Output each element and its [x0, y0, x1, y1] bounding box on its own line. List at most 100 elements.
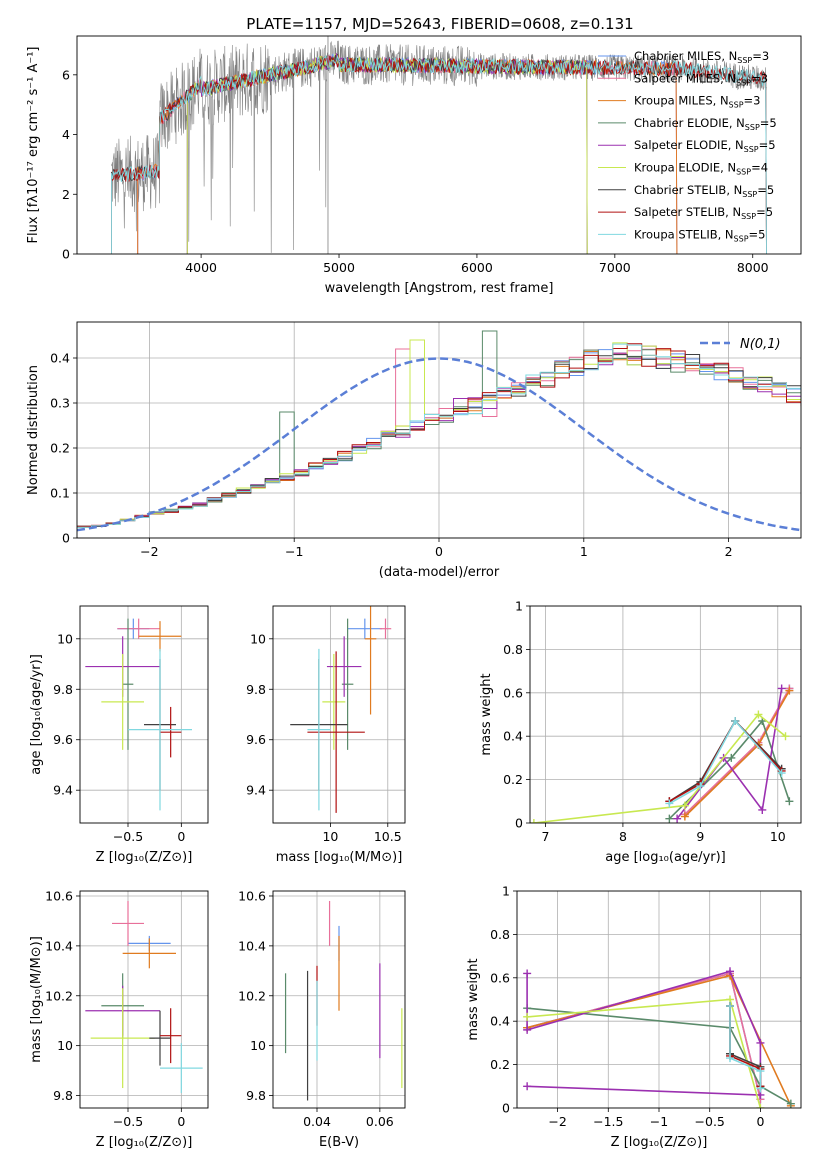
weight-marker: [727, 753, 736, 762]
y-tick-label: 0.2: [490, 1057, 510, 1072]
y-tick-label: 10.2: [45, 988, 73, 1003]
y-tick-label: 0.4: [490, 1014, 510, 1029]
plot-area-weight_vs_age: [530, 606, 801, 823]
plot-area-residuals: [77, 322, 801, 538]
weight-line: [533, 713, 787, 823]
spectrum-legend: Chabrier MILES, NSSP=3 Salpeter MILES, NS…: [598, 49, 777, 243]
axes-frame: [76, 35, 802, 255]
axes-mass_vs_EBV: 0.04 0.06 9.8 10 10.2 10.4 10.6 E(B-V): [238, 888, 406, 1150]
y-tick-label: 1: [502, 884, 510, 899]
weight-line: [526, 972, 762, 1100]
y-tick-label: 9.6: [53, 732, 73, 747]
weight-marker: [680, 801, 689, 810]
x-tick-label: 0: [435, 544, 443, 559]
weight-marker: [786, 1099, 795, 1108]
x-axis-label: (data-model)/error: [379, 565, 500, 580]
y-axis-label: mass weight: [479, 673, 494, 755]
x-tick-label: 6000: [461, 260, 493, 275]
x-tick-label: 0: [177, 1114, 185, 1129]
legend-entry: Salpeter MILES, NSSP=3: [634, 71, 768, 87]
x-tick-label: 7000: [599, 260, 631, 275]
axes-age_vs_Z: −0.5 0 9.4 9.6 9.8 10 Z [log₁₀(Z/Z⊙)] age [log₁…: [29, 605, 209, 865]
y-tick-label: 0.1: [50, 486, 70, 501]
x-tick-label: 8: [619, 829, 627, 844]
weight-marker: [680, 812, 689, 821]
histogram-step: [77, 348, 801, 528]
y-tick-label: 0: [62, 531, 70, 546]
y-tick-label: 0.6: [503, 685, 523, 700]
legend-subscript: SSP: [742, 190, 757, 199]
weight-marker: [785, 686, 794, 695]
y-tick-label: 10.6: [238, 888, 266, 903]
legend-entry: Chabrier MILES, NSSP=3: [634, 49, 769, 65]
normal-curve: [77, 357, 801, 532]
y-tick-label: 4: [62, 127, 70, 142]
y-tick-label: 2: [62, 187, 70, 202]
weight-marker: [754, 710, 763, 719]
weight-line: [669, 719, 783, 805]
legend-value: =5: [749, 227, 766, 241]
weight-marker: [758, 805, 767, 814]
axes-weight_vs_age: 7 8 9 10 0 0.2 0.4 0.6 0.8 1 age [log₁₀(age/yr)] ma…: [479, 599, 802, 865]
y-tick-label: 9.8: [53, 682, 73, 697]
x-axis-label: Z [log₁₀(Z/Z⊙)]: [96, 850, 193, 865]
legend-subscript: SSP: [737, 56, 752, 65]
y-tick-label: 10: [57, 631, 73, 646]
x-tick-label: 0: [177, 829, 185, 844]
plot-area-mass_vs_Z: [80, 891, 208, 1108]
axes-frame: [272, 890, 406, 1109]
x-tick-label: 9: [696, 829, 704, 844]
x-tick-label: 10.5: [374, 829, 402, 844]
histogram-step: [77, 349, 801, 527]
x-axis-label: Z [log₁₀(Z/Z⊙)]: [96, 1135, 193, 1150]
histogram-step: [77, 330, 801, 527]
weight-marker: [523, 969, 532, 978]
y-tick-label: 10: [57, 1038, 73, 1053]
y-tick-label: 9.8: [53, 1088, 73, 1103]
plot-area-age_vs_mass: [273, 606, 405, 823]
weight-marker: [777, 769, 786, 778]
histogram-step: [77, 343, 801, 527]
legend-subscript: SSP: [745, 123, 760, 132]
weight-marker: [781, 732, 790, 741]
x-tick-label: 4000: [185, 260, 217, 275]
weight-marker: [523, 1012, 532, 1021]
legend-value: =5: [756, 205, 773, 219]
axes-residuals: −2 −1 0 1 2 0 0.1 0.2 0.3 0.4 (data-model)/error No…: [26, 321, 802, 580]
legend-subscript: SSP: [736, 78, 751, 87]
x-tick-label: 7: [542, 829, 550, 844]
axes-spectrum: 4000 5000 6000 7000 8000 0 2 4 6 wavelength [Angs…: [26, 35, 802, 296]
y-tick-label: 0: [62, 247, 70, 262]
y-tick-label: 0: [502, 1101, 510, 1116]
x-axis-label: age [log₁₀(age/yr)]: [605, 850, 726, 865]
weight-marker: [756, 1084, 765, 1093]
weight-marker: [756, 1104, 765, 1108]
x-tick-label: 10: [322, 829, 338, 844]
y-tick-label: 0.2: [503, 772, 523, 787]
figure-title: PLATE=1157, MJD=52643, FIBERID=0608, z=0…: [246, 15, 633, 33]
histogram-step: [77, 349, 801, 528]
axes-frame: [76, 321, 802, 539]
legend-value: =3: [751, 71, 768, 85]
legend-subscript: SSP: [736, 168, 751, 177]
legend-subscript: SSP: [729, 101, 744, 110]
y-axis-label: mass [log₁₀(M/M⊙)]: [29, 936, 44, 1063]
model-spectrum-line: [111, 55, 767, 254]
y-axis-label: age [log₁₀(age/yr)]: [29, 654, 44, 775]
legend-entry: Chabrier ELODIE, NSSP=5: [634, 116, 777, 132]
weight-marker: [673, 814, 682, 823]
y-tick-label: 9.8: [246, 1088, 266, 1103]
weight-marker: [523, 1082, 532, 1091]
plot-area-weight_vs_Z: [517, 891, 801, 1108]
x-tick-label: −0.5: [113, 829, 143, 844]
x-axis-label: wavelength [Angstrom, rest frame]: [325, 281, 554, 296]
y-axis-label: Normed distribution: [26, 365, 41, 495]
weight-marker: [530, 819, 538, 823]
y-tick-label: 0: [515, 816, 523, 831]
weight-line: [526, 972, 762, 1100]
x-tick-label: −0.5: [695, 1114, 725, 1129]
y-axis-label: mass weight: [466, 958, 481, 1040]
y-tick-label: 1: [515, 599, 523, 614]
weight-line: [527, 998, 762, 1108]
